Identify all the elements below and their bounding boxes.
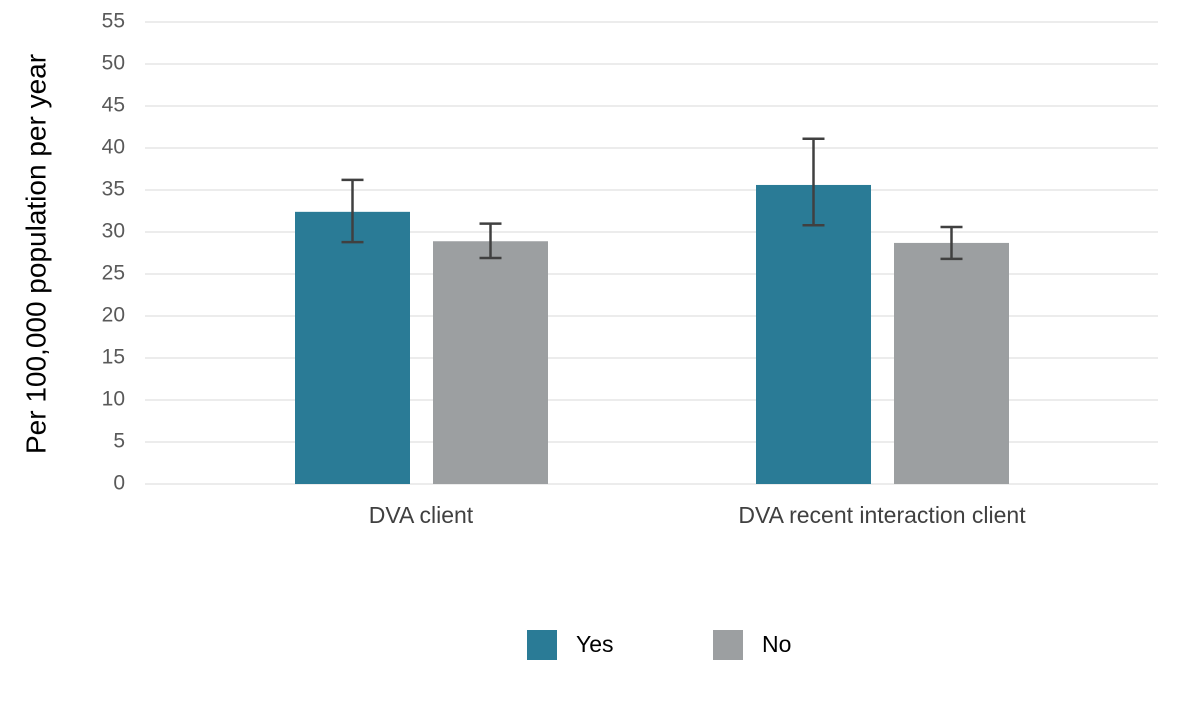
y-tick-label: 0 [113,472,125,495]
x-tick-label: DVA client [368,502,474,528]
y-tick-label: 5 [113,430,125,453]
bar [433,241,548,484]
bar [295,211,410,484]
y-tick-label: 30 [102,220,125,243]
bar [894,242,1009,484]
error-bar [341,178,364,244]
y-tick-label: 10 [102,388,125,411]
bar [756,184,871,484]
y-tick-label: 35 [102,178,125,201]
legend-label: No [762,631,791,657]
error-bar [940,225,963,261]
error-bar [802,137,825,227]
y-tick-label: 55 [102,10,125,33]
error-bar [479,222,502,260]
y-tick-label: 50 [102,52,125,75]
y-tick-label: 25 [102,262,125,285]
y-tick-label: 40 [102,136,125,159]
y-tick-label: 20 [102,304,125,327]
legend-swatch [713,630,743,660]
y-tick-label: 45 [102,94,125,117]
y-tick-label: 15 [102,346,125,369]
legend-label: Yes [576,631,614,657]
legend-swatch [527,630,557,660]
x-tick-label: DVA recent interaction client [738,502,1026,528]
y-axis-label: Per 100,000 population per year [20,54,51,454]
